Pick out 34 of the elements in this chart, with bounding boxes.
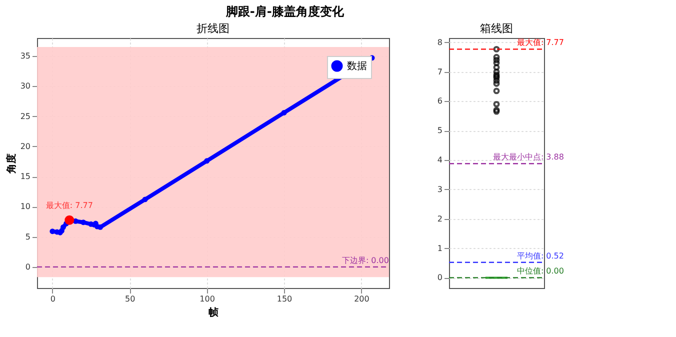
chart-title: 脚跟-肩-膝盖角度变化 [224,4,345,18]
y-tick-label: 3 [437,184,442,194]
y-tick-label: 0 [437,273,442,282]
y-tick-label: 20 [20,142,30,151]
x-tick-label: 150 [276,294,292,304]
legend-label: 数据 [347,60,367,72]
y-axis-title: 角度 [5,154,18,174]
x-tick-label: 50 [125,294,136,304]
ref-line-label: 中位值: 0.00 [516,266,564,276]
ref-line-label: 下边界: 0.00 [342,256,389,265]
ref-line-label: 平均值: 0.52 [516,251,564,260]
chart-subtitle: 折线图 [196,22,230,35]
y-tick-label: 10 [20,202,30,212]
y-tick-label: 15 [20,172,30,182]
y-tick-label: 1 [437,244,442,253]
y-tick-label: 2 [437,214,442,224]
y-tick-label: 7 [437,67,442,76]
y-tick-label: 6 [437,96,442,106]
chart-title: 箱线图 [480,22,513,35]
y-tick-label: 5 [437,126,442,136]
ref-line-label: 最大值: 7.77 [516,38,564,48]
y-tick-label: 5 [25,232,30,242]
x-tick-label: 0 [50,294,56,304]
x-axis-title: 帧 [208,306,218,318]
x-tick-label: 200 [354,294,370,304]
y-tick-label: 0 [25,262,30,272]
y-tick-label: 25 [20,112,30,121]
annotation: 最大值: 7.77 [46,201,93,210]
x-tick-label: 100 [200,294,215,304]
ref-line-label: 最大最小中点: 3.88 [492,152,564,162]
y-tick-label: 35 [20,52,30,61]
y-tick-label: 30 [20,82,30,91]
y-tick-label: 4 [437,156,442,165]
y-tick-label: 8 [437,38,442,47]
